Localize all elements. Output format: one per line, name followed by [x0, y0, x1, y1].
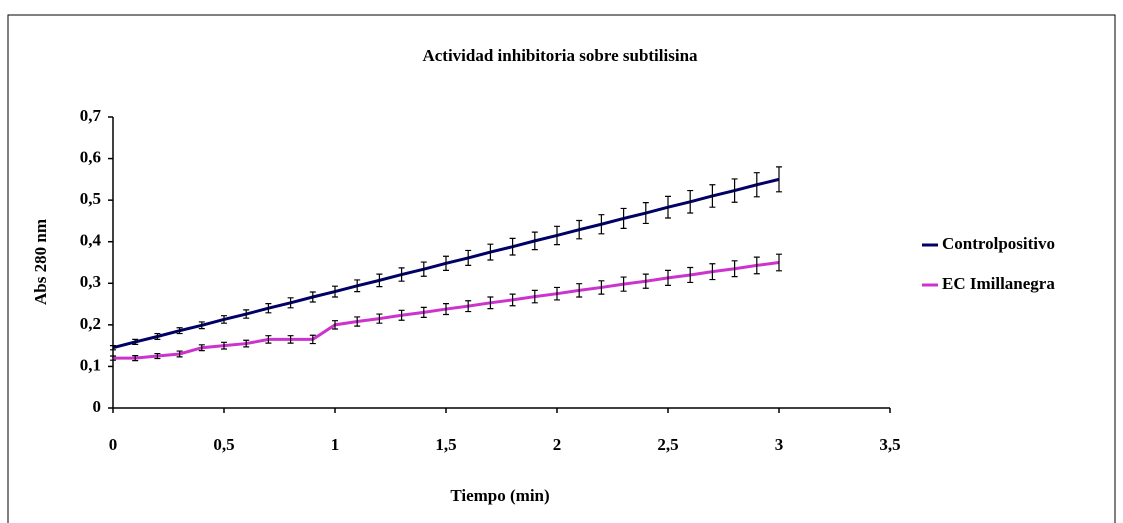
- x-tick-label: 0,5: [213, 435, 234, 454]
- error-bar: [665, 269, 671, 286]
- error-bar: [687, 189, 694, 214]
- error-bar: [465, 249, 472, 267]
- x-tick-label: 3: [775, 435, 784, 454]
- error-bar: [132, 338, 139, 345]
- error-bar: [287, 335, 294, 344]
- error-bar: [198, 321, 205, 330]
- y-tick-label: 0,3: [80, 272, 101, 291]
- error-bar: [554, 225, 560, 246]
- error-bar: [576, 219, 583, 240]
- legend-label: EC Imillanegra: [942, 274, 1055, 293]
- error-bar: [287, 297, 294, 309]
- error-bar: [687, 266, 694, 284]
- error-bar: [443, 255, 449, 271]
- error-bar: [776, 166, 782, 193]
- error-bar: [776, 253, 782, 272]
- error-bar: [598, 280, 605, 295]
- error-bar: [110, 355, 116, 361]
- error-bar: [642, 202, 649, 225]
- y-axis-label: Abs 280 nm: [31, 219, 50, 305]
- error-bar: [243, 309, 250, 319]
- error-bar: [576, 283, 583, 298]
- error-bar: [731, 178, 738, 203]
- x-tick-label: 1,5: [435, 435, 456, 454]
- error-bar: [354, 279, 361, 293]
- error-bar: [443, 303, 449, 316]
- error-bar: [598, 214, 605, 235]
- error-bar: [620, 207, 627, 230]
- error-bar: [487, 243, 494, 261]
- error-bar: [487, 296, 494, 310]
- error-bar: [398, 309, 405, 321]
- chart-title: Actividad inhibitoria sobre subtilisina: [422, 46, 698, 65]
- error-bar: [176, 327, 183, 335]
- error-bar: [620, 276, 627, 292]
- y-tick-label: 0,4: [80, 231, 102, 250]
- y-tick-label: 0,6: [80, 147, 101, 166]
- error-bar: [465, 300, 472, 313]
- error-bar: [665, 195, 671, 219]
- y-tick-label: 0: [93, 397, 102, 416]
- error-bar: [753, 256, 760, 275]
- x-tick-label: 0: [109, 435, 118, 454]
- error-bar: [398, 267, 405, 282]
- error-bar: [554, 286, 560, 301]
- error-bar: [221, 341, 227, 350]
- y-tick-label: 0,7: [80, 106, 102, 125]
- error-bar: [265, 303, 272, 314]
- error-bar: [709, 263, 716, 281]
- error-bar: [243, 339, 250, 348]
- x-tick-label: 2,5: [657, 435, 678, 454]
- error-bar: [154, 332, 161, 341]
- error-bar: [420, 261, 427, 277]
- y-tick-label: 0,2: [80, 314, 101, 333]
- y-tick-label: 0,1: [80, 355, 101, 374]
- error-bar: [420, 306, 427, 318]
- error-bar: [309, 334, 316, 345]
- error-bar: [110, 345, 116, 351]
- error-bar: [753, 172, 760, 198]
- error-bar: [509, 237, 516, 256]
- error-bar: [376, 313, 383, 324]
- x-tick-label: 3,5: [879, 435, 900, 454]
- error-bar: [376, 273, 383, 288]
- x-tick-label: 2: [553, 435, 562, 454]
- legend-label: Controlpositivo: [942, 234, 1055, 253]
- error-bar: [332, 320, 338, 330]
- error-bar: [132, 355, 139, 362]
- error-bar: [221, 315, 227, 324]
- error-bar: [154, 352, 161, 360]
- error-bar: [198, 344, 205, 352]
- error-bar: [354, 316, 361, 327]
- error-bar: [309, 291, 316, 303]
- y-tick-label: 0,5: [80, 189, 101, 208]
- error-bar: [176, 350, 183, 358]
- error-bar: [332, 285, 338, 298]
- error-bar: [531, 231, 538, 251]
- chart-frame: [7, 14, 1116, 523]
- error-bar: [531, 289, 538, 304]
- error-bar: [731, 260, 738, 278]
- error-bar: [709, 184, 716, 208]
- x-tick-label: 1: [331, 435, 340, 454]
- error-bar: [509, 293, 516, 307]
- error-bar: [642, 273, 649, 289]
- error-bar: [265, 335, 272, 344]
- x-axis-label: Tiempo (min): [450, 486, 549, 505]
